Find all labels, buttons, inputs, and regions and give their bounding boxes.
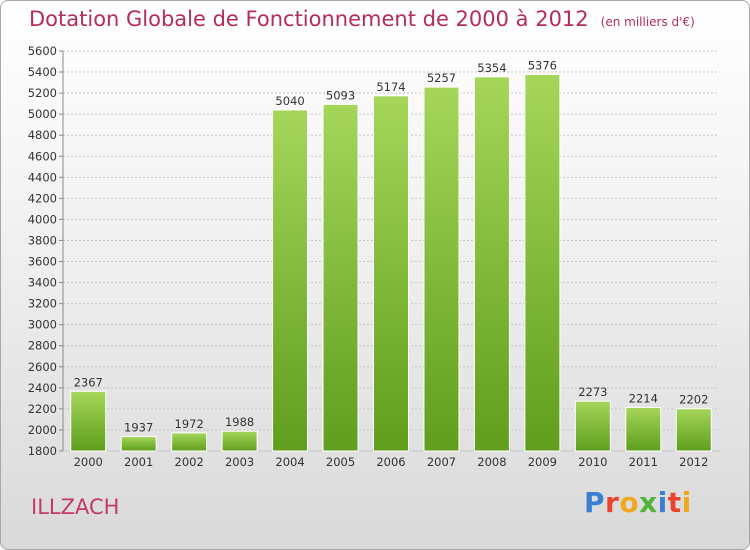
y-tick-label: 4600 — [28, 149, 57, 163]
title-text: Dotation Globale de Fonctionnement de 20… — [29, 7, 589, 31]
bar-value-label: 2273 — [578, 385, 607, 399]
y-tick-label: 5600 — [28, 44, 57, 58]
bar-value-label: 5174 — [376, 80, 405, 94]
bar-2011 — [625, 406, 662, 452]
x-tick-label: 2009 — [528, 455, 557, 469]
bar-2000 — [70, 390, 107, 452]
bar-2007 — [423, 86, 460, 452]
y-tick-label: 2400 — [28, 381, 57, 395]
y-tick-label: 2000 — [28, 423, 57, 437]
commune-name: ILLZACH — [31, 495, 120, 519]
x-tick-label: 2005 — [326, 455, 355, 469]
x-tick-label: 2008 — [477, 455, 506, 469]
bar-2001 — [120, 436, 157, 452]
y-tick-label: 4800 — [28, 128, 57, 142]
bar-value-label: 2202 — [679, 393, 708, 407]
bar-value-label: 1937 — [124, 421, 153, 435]
y-axis-ticks: 1800 2000 2200 2400 2600 2800 3000 3200 3400 3600… — [28, 44, 64, 458]
bar-2002 — [171, 432, 208, 452]
y-tick-label: 1800 — [28, 444, 57, 458]
y-tick-label: 2200 — [28, 402, 57, 416]
bar-value-label: 2367 — [74, 375, 103, 389]
x-tick-label: 2011 — [629, 455, 658, 469]
x-tick-label: 2000 — [74, 455, 103, 469]
bar-value-label: 5257 — [427, 71, 456, 85]
y-tick-label: 4400 — [28, 170, 57, 184]
bar-value-label: 1988 — [225, 415, 254, 429]
bar-2008 — [473, 76, 510, 452]
x-tick-label: 2002 — [175, 455, 204, 469]
y-tick-label: 3800 — [28, 233, 57, 247]
x-tick-label: 2012 — [679, 455, 708, 469]
x-tick-label: 2004 — [275, 455, 304, 469]
bar-2003 — [221, 430, 258, 452]
bar-2006 — [373, 95, 409, 452]
proxiti-logo: Proxiti — [584, 486, 692, 519]
bars — [70, 74, 712, 452]
y-tick-label: 3400 — [28, 276, 57, 290]
y-tick-label: 4000 — [28, 212, 57, 226]
bar-value-label: 5376 — [528, 59, 557, 73]
x-tick-label: 2006 — [376, 455, 405, 469]
y-tick-label: 3200 — [28, 297, 57, 311]
data-labels: 2367 1937 1972 1988 5040 5093 5174 5257 5354 5376… — [74, 59, 709, 435]
bar-value-label: 5354 — [477, 61, 506, 75]
bar-value-label: 1972 — [175, 417, 204, 431]
bar-value-label: 5093 — [326, 88, 355, 102]
bar-2010 — [574, 400, 611, 452]
bar-value-label: 2214 — [629, 391, 658, 405]
y-tick-label: 3000 — [28, 318, 57, 332]
bar-2012 — [675, 408, 712, 452]
bar-2004 — [272, 109, 309, 452]
x-axis-ticks: 2000 2001 2002 2003 2004 2005 2006 2007 2008 2009… — [74, 455, 709, 469]
y-tick-label: 4200 — [28, 191, 57, 205]
x-tick-label: 2010 — [578, 455, 607, 469]
y-tick-label: 2600 — [28, 360, 57, 374]
chart-title: Dotation Globale de Fonctionnement de 20… — [29, 7, 695, 31]
bar-2005 — [322, 103, 359, 452]
y-tick-label: 5400 — [28, 65, 57, 79]
y-tick-label: 3600 — [28, 255, 57, 269]
bar-2009 — [524, 74, 561, 452]
unit-note: (en milliers d'€) — [600, 15, 695, 29]
x-tick-label: 2007 — [427, 455, 456, 469]
y-tick-label: 5000 — [28, 107, 57, 121]
bar-chart: 1800 2000 2200 2400 2600 2800 3000 3200 3400 3600… — [28, 44, 719, 469]
bar-value-label: 5040 — [275, 94, 304, 108]
y-tick-label: 5200 — [28, 86, 57, 100]
x-tick-label: 2003 — [225, 455, 254, 469]
x-tick-label: 2001 — [124, 455, 153, 469]
y-tick-label: 2800 — [28, 339, 57, 353]
